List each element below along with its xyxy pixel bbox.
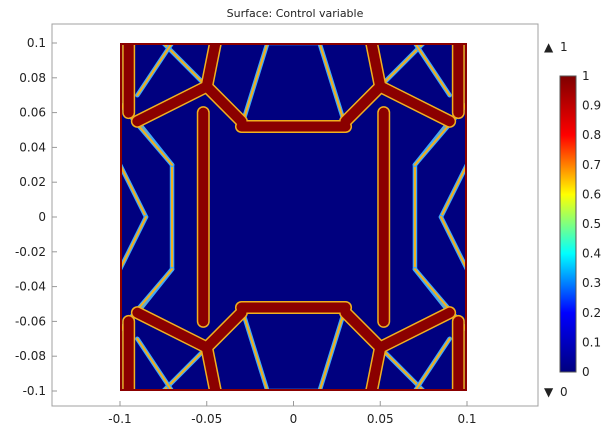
- y-tick-label: -0.02: [15, 245, 46, 259]
- thin-member: [439, 163, 467, 219]
- thin-member: [318, 306, 347, 391]
- thin-member: [240, 306, 269, 391]
- thick-member: [340, 307, 386, 353]
- x-tick-label: -0.1: [108, 412, 131, 426]
- y-tick-label: 0.04: [19, 140, 46, 154]
- thin-member: [413, 337, 451, 391]
- colorbar-tick-label: 0.6: [582, 187, 601, 201]
- thick-member: [201, 342, 221, 391]
- thick-member: [132, 81, 212, 127]
- colorbar-tick-label: 0.3: [582, 276, 601, 290]
- thin-member: [379, 43, 425, 88]
- y-tick-label: 0.06: [19, 106, 46, 120]
- colorbar-tick-label: 0.9: [582, 99, 601, 113]
- colorbar-ticks: 1 0.9 0.8 0.7 0.6 0.5 0.4 0.3 0.2 0.1 0: [582, 69, 601, 379]
- colorbar-tick-label: 0.1: [582, 335, 601, 349]
- y-tick-label: 0.08: [19, 71, 46, 85]
- axes-frame: [51, 23, 539, 407]
- colorbar-tick-label: 1: [582, 69, 590, 83]
- thin-member: [379, 346, 425, 391]
- thick-member: [375, 307, 455, 353]
- thin-member: [240, 43, 269, 128]
- colorbar-max-arrow-icon: ▲: [544, 40, 554, 54]
- thin-member: [413, 43, 451, 97]
- thin-member: [439, 215, 467, 271]
- y-tick-label: -0.06: [15, 314, 46, 328]
- colorbar-min-label: 0: [560, 385, 568, 399]
- thin-member: [162, 43, 208, 88]
- thick-member: [366, 43, 386, 92]
- thin-member: [162, 346, 208, 391]
- colorbar-tick-label: 0.2: [582, 306, 601, 320]
- x-axis: -0.1 -0.05 0 0.05 0.1: [108, 401, 477, 426]
- x-tick-label: 0.05: [367, 412, 394, 426]
- thin-member: [136, 337, 174, 391]
- thick-member: [132, 307, 212, 353]
- x-tick-label: 0: [290, 412, 298, 426]
- thick-member: [201, 81, 247, 127]
- thick-member: [366, 342, 386, 391]
- structure-layer: [120, 43, 467, 391]
- y-tick-label: 0.1: [27, 36, 46, 50]
- y-tick-label: -0.04: [15, 280, 46, 294]
- y-tick-label: 0.02: [19, 175, 46, 189]
- y-tick-label: 0: [38, 210, 46, 224]
- thin-member: [318, 43, 347, 128]
- surface-border: [120, 43, 467, 391]
- colorbar-tick-label: 0.4: [582, 247, 601, 261]
- colorbar-max-label: 1: [560, 40, 568, 54]
- colorbar-tick-label: 0.5: [582, 217, 601, 231]
- thick-member: [340, 81, 386, 127]
- chart-title: Surface: Control variable: [227, 7, 364, 20]
- thin-member: [120, 163, 148, 219]
- thick-member: [375, 81, 455, 127]
- colorbar-tick-label: 0.8: [582, 128, 601, 142]
- thin-member: [120, 215, 148, 271]
- y-axis: 0.1 0.08 0.06 0.04 0.02 0 -0.02 -0.04 -0.06 -0.08…: [15, 36, 57, 398]
- colorbar-tick-label: 0: [582, 365, 590, 379]
- y-tick-label: -0.08: [15, 349, 46, 363]
- x-tick-label: 0.1: [457, 412, 476, 426]
- thick-member: [201, 43, 221, 92]
- colorbar-min-arrow-icon: ▼: [544, 385, 554, 399]
- y-tick-label: -0.1: [23, 384, 46, 398]
- colorbar-tick-label: 0.7: [582, 158, 601, 172]
- thick-member: [201, 307, 247, 353]
- colorbar: [559, 75, 577, 373]
- x-tick-label: -0.05: [191, 412, 222, 426]
- thin-member: [136, 43, 174, 97]
